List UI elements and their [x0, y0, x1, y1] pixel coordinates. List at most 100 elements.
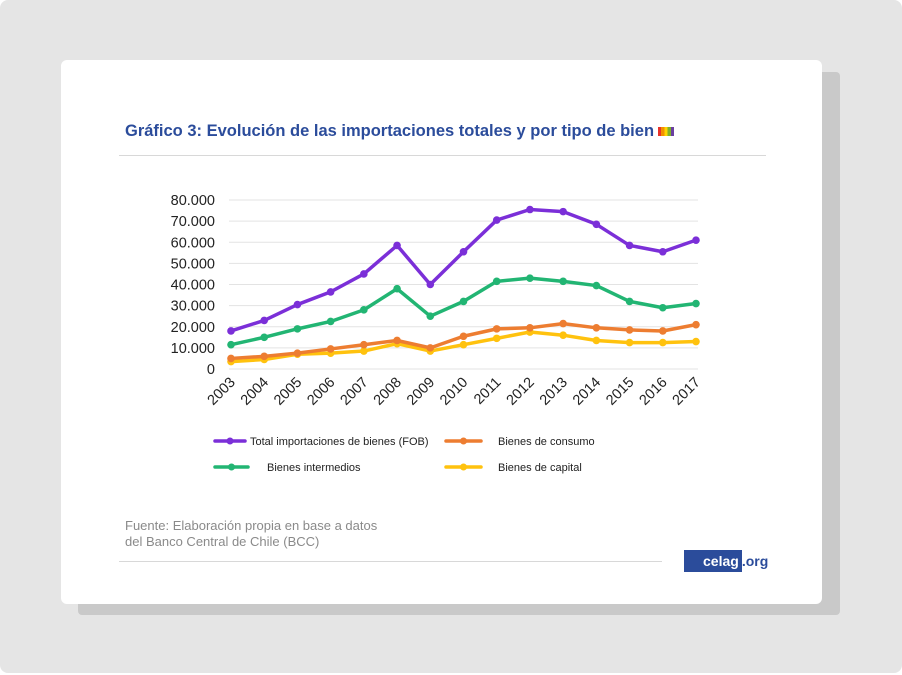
x-tick-label: 2010 [437, 375, 471, 409]
legend-label: Bienes de capital [498, 462, 582, 474]
data-point [360, 347, 368, 355]
data-point [559, 207, 567, 216]
data-point [658, 327, 667, 335]
x-tick-label: 2008 [371, 375, 405, 409]
x-tick-label: 2007 [338, 375, 372, 409]
x-tick-label: 2005 [271, 375, 305, 409]
data-point [227, 327, 235, 335]
legend-label: Bienes de consumo [498, 436, 595, 448]
data-point [625, 241, 634, 250]
series-lines [227, 205, 700, 366]
legend-label: Total importaciones de bienes (FOB) [250, 436, 429, 448]
y-tick-label: 10.000 [171, 341, 215, 357]
series-2 [227, 274, 700, 349]
x-tick-label: 2006 [304, 375, 338, 409]
data-point [692, 299, 700, 308]
legend: Total importaciones de bienes (FOB) Biene… [213, 436, 595, 474]
data-point [459, 332, 468, 341]
source-line-2: del Banco Central de Chile (BCC) [125, 534, 320, 549]
legend-item: Bienes intermedios [213, 462, 361, 474]
x-tick-label: 2017 [670, 375, 704, 409]
legend-marker [460, 437, 467, 445]
data-point [692, 337, 700, 346]
data-point [658, 338, 667, 347]
data-point [492, 325, 501, 333]
flag-icon [658, 127, 675, 137]
y-tick-label: 30.000 [171, 299, 215, 315]
data-point [293, 300, 302, 309]
data-point [692, 320, 700, 329]
y-tick-label: 20.000 [171, 320, 215, 336]
data-point [592, 336, 601, 345]
data-point [393, 284, 401, 293]
data-point [625, 338, 634, 347]
x-tick-label: 2015 [603, 375, 637, 409]
footer-divider [119, 561, 662, 562]
y-tick-label: 70.000 [171, 214, 215, 230]
logo-ext: .org [741, 553, 769, 569]
data-point [360, 270, 368, 278]
legend-marker [226, 437, 234, 445]
data-point [559, 331, 567, 340]
data-point [592, 324, 601, 332]
y-tick-label: 80.000 [171, 193, 215, 209]
data-point [459, 247, 468, 256]
logo-main: celag [684, 550, 742, 572]
data-point [559, 319, 567, 328]
data-point [625, 297, 634, 306]
data-point [526, 205, 534, 214]
source-line-1: Fuente: Elaboración propia en base a dat… [125, 518, 378, 533]
legend-item: Bienes de capital [444, 462, 582, 474]
x-tick-label: 2011 [471, 375, 504, 408]
data-point [625, 326, 634, 334]
data-point [592, 220, 601, 229]
data-point [426, 344, 435, 352]
x-tick-label: 2014 [570, 375, 604, 409]
y-axis-ticks: 0 10.000 20.000 30.000 40.000 50.000 60.000 70.… [171, 193, 215, 378]
data-point [260, 316, 269, 325]
legend-marker [228, 463, 235, 471]
legend-item: Bienes de consumo [444, 436, 595, 448]
data-point [326, 345, 335, 353]
celag-logo: celag .org [684, 550, 768, 572]
y-tick-label: 60.000 [171, 235, 215, 251]
infographic-card: Gráfico 3: Evolución de las importacione… [61, 60, 822, 604]
y-tick-label: 0 [207, 362, 215, 378]
data-point [658, 247, 667, 256]
data-point [227, 354, 235, 363]
series-line [229, 207, 698, 333]
data-point [492, 216, 501, 224]
x-tick-label: 2009 [404, 375, 438, 409]
x-tick-label: 2012 [504, 375, 538, 409]
data-point [492, 334, 501, 343]
data-point [426, 312, 435, 320]
x-tick-label: 2004 [238, 375, 272, 409]
x-tick-label: 2003 [205, 375, 239, 409]
legend-marker [460, 463, 467, 471]
data-point [326, 288, 335, 296]
data-point [592, 281, 601, 290]
data-point [360, 340, 368, 349]
data-point [293, 349, 302, 357]
data-point [459, 297, 468, 306]
data-point [260, 352, 269, 361]
x-axis-ticks: 2003 2004 2005 2006 2007 2008 2009 2010 2011 2012… [205, 375, 704, 409]
title-divider [119, 155, 766, 156]
legend-label: Bienes intermedios [267, 462, 361, 474]
data-point [459, 340, 468, 349]
series-0 [227, 205, 700, 335]
x-tick-label: 2016 [636, 375, 670, 409]
legend-item: Total importaciones de bienes (FOB) [213, 436, 429, 448]
y-tick-label: 40.000 [171, 278, 215, 294]
source-note: Fuente: Elaboración propia en base a dat… [125, 518, 445, 550]
data-point [393, 336, 401, 345]
data-point [526, 324, 534, 332]
chart-title: Gráfico 3: Evolución de las importacione… [125, 122, 675, 141]
line-chart: 0 10.000 20.000 30.000 40.000 50.000 60.000 70.… [171, 193, 704, 474]
data-point [293, 325, 302, 333]
data-point [692, 236, 700, 244]
data-point [393, 241, 401, 250]
data-point [260, 333, 269, 342]
x-tick-label: 2013 [537, 375, 571, 409]
series-1 [227, 319, 700, 363]
